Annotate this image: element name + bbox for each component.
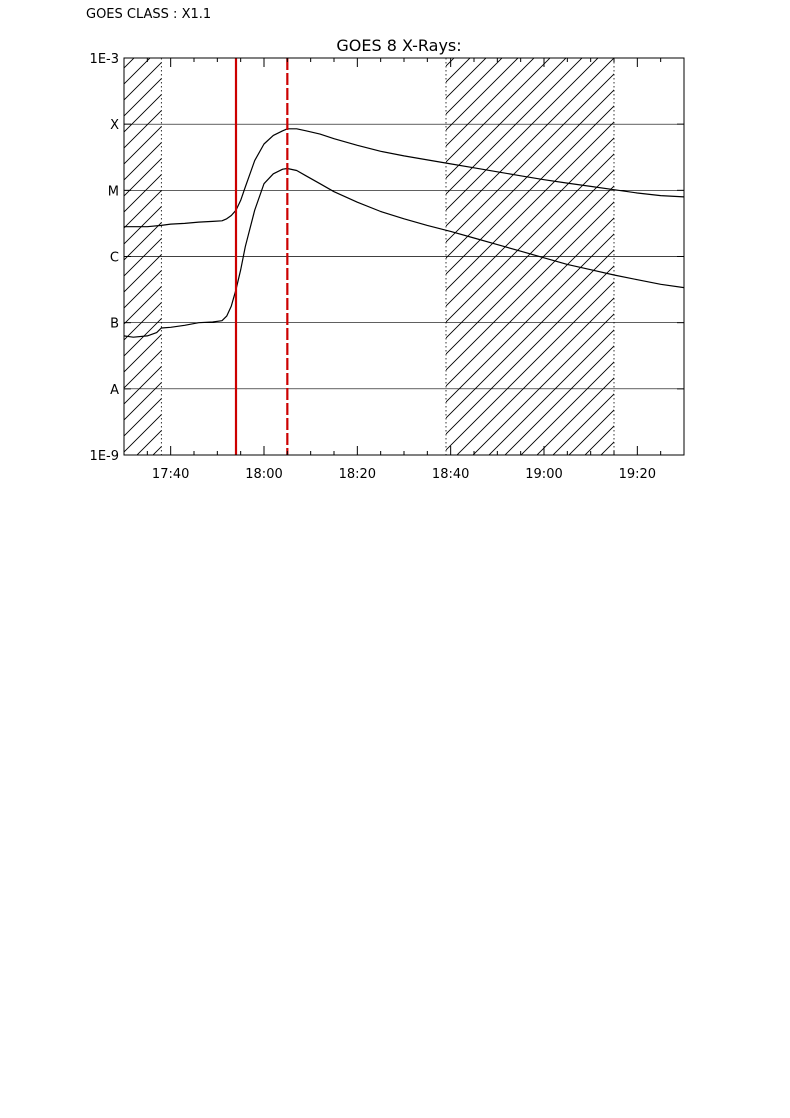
x-tick-label: 19:00	[525, 467, 562, 482]
event-markers	[234, 58, 289, 455]
chart-title: GOES 8 X-Rays:	[336, 36, 461, 55]
y-axis-ticks: 1E-3 X M C B A 1E-9	[90, 52, 684, 464]
y-tick-label: M	[108, 184, 119, 199]
goes-class-label: GOES CLASS : X1.1	[86, 7, 212, 22]
x-axis-ticks: 17:40 18:00 18:20 18:40 19:00 19:20	[146, 58, 662, 482]
y-tick-label: 1E-3	[90, 52, 119, 67]
x-tick-label: 17:40	[152, 467, 189, 482]
x-tick-label: 19:20	[619, 467, 656, 482]
x-tick-label: 18:40	[432, 467, 469, 482]
y-tick-label: 1E-9	[90, 449, 119, 464]
y-tick-label: A	[110, 383, 119, 398]
y-tick-label: C	[110, 251, 119, 266]
x-tick-label: 18:20	[339, 467, 376, 482]
class-gridlines	[124, 123, 684, 390]
y-tick-label: B	[110, 317, 119, 332]
y-tick-label: X	[110, 118, 119, 133]
x-tick-label: 18:00	[245, 467, 282, 482]
